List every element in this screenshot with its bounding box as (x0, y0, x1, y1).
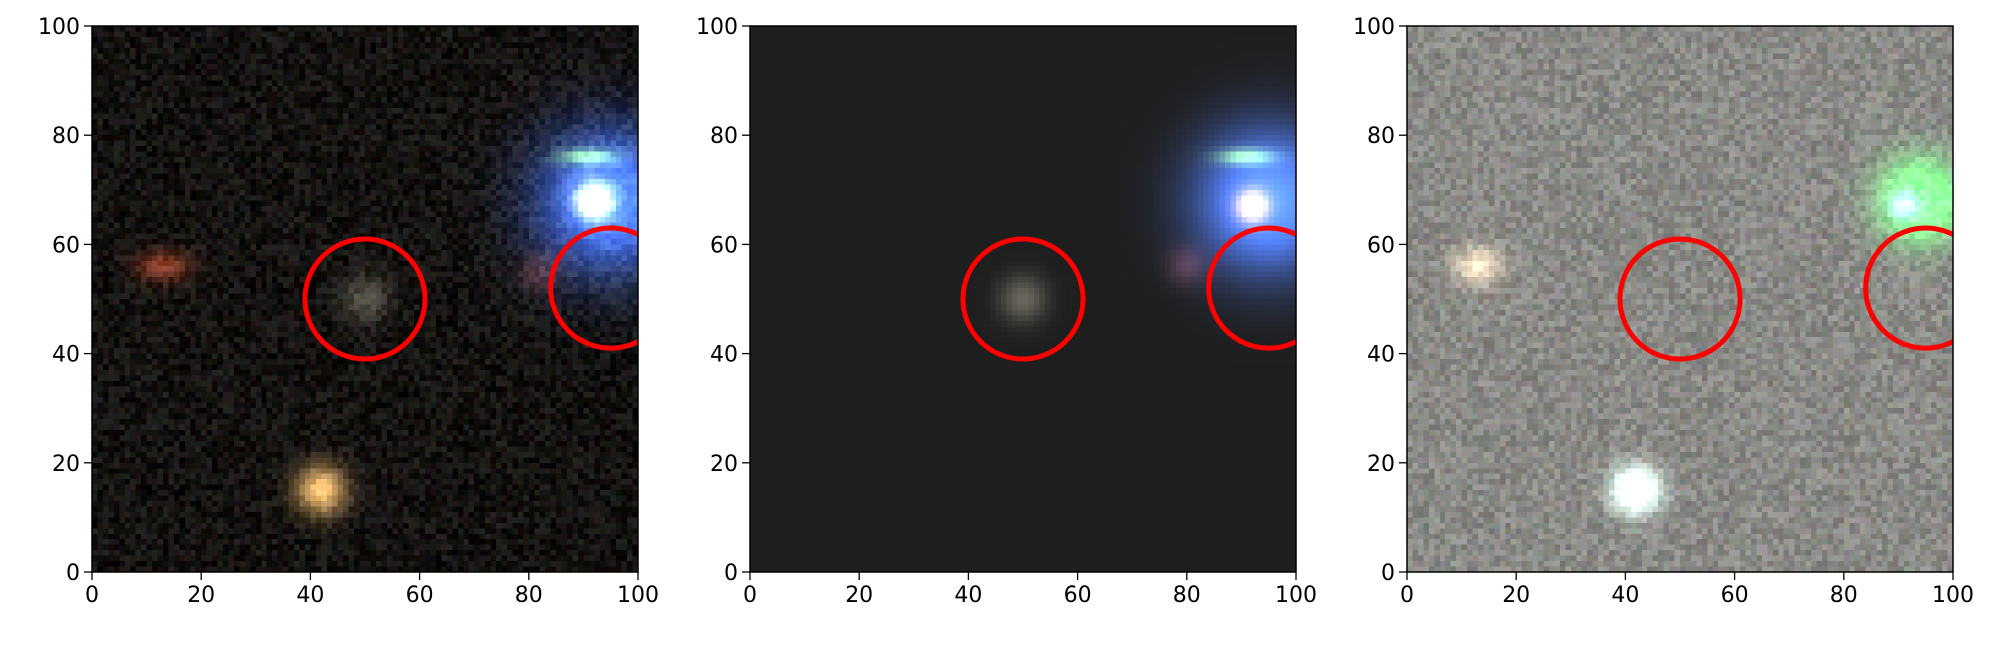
panel-residual: 0 20 40 60 80 100 0 20 40 60 80 100 (1353, 15, 1974, 608)
y-tick-label: 40 (710, 343, 738, 368)
y-tick-label: 40 (1367, 343, 1395, 368)
panel-model-image (750, 26, 1296, 572)
panel-image: 0 20 40 60 80 100 0 20 40 60 80 100 (38, 15, 659, 608)
y-tick-label: 20 (52, 452, 80, 477)
x-tick-label: 80 (1830, 583, 1858, 608)
x-tick-label: 60 (1721, 583, 1749, 608)
aperture-circle-2 (1206, 225, 1296, 351)
x-tick-label: 80 (515, 583, 543, 608)
y-tick-label: 0 (1381, 561, 1395, 586)
y-tick-label: 60 (52, 233, 80, 258)
y-tick-label: 60 (710, 233, 738, 258)
aperture-circle-1 (1617, 236, 1743, 362)
x-tick-label: 20 (845, 583, 873, 608)
panel-image-image (92, 26, 638, 572)
y-tick-label: 0 (66, 561, 80, 586)
x-tick-label: 100 (1932, 583, 1974, 608)
x-tick-label: 20 (187, 583, 215, 608)
y-tick-label: 80 (710, 124, 738, 149)
x-tick-label: 100 (1275, 583, 1317, 608)
panel-residual-image (1407, 26, 1953, 572)
x-tick-label: 0 (85, 583, 99, 608)
y-tick-label: 100 (1353, 15, 1395, 40)
x-tick-label: 100 (617, 583, 659, 608)
aperture-circle-1 (960, 236, 1086, 362)
y-tick-label: 60 (1367, 233, 1395, 258)
x-tick-label: 60 (406, 583, 434, 608)
y-tick-label: 80 (52, 124, 80, 149)
x-tick-label: 0 (1400, 583, 1414, 608)
aperture-circle-2 (548, 225, 638, 351)
y-tick-label: 100 (696, 15, 738, 40)
aperture-circle-1 (302, 236, 428, 362)
x-tick-label: 40 (1611, 583, 1639, 608)
x-tick-label: 20 (1502, 583, 1530, 608)
x-tick-label: 40 (296, 583, 324, 608)
panel-model: 0 20 40 60 80 100 0 20 40 60 80 100 (696, 15, 1317, 608)
y-tick-label: 100 (38, 15, 80, 40)
y-tick-label: 80 (1367, 124, 1395, 149)
y-tick-label: 0 (724, 561, 738, 586)
y-tick-label: 20 (710, 452, 738, 477)
x-tick-label: 0 (743, 583, 757, 608)
axes-frame (91, 25, 639, 573)
x-tick-label: 60 (1064, 583, 1092, 608)
x-tick-label: 80 (1173, 583, 1201, 608)
axes-frame (1406, 25, 1954, 573)
x-tick-label: 40 (954, 583, 982, 608)
axes-frame (749, 25, 1297, 573)
y-tick-label: 40 (52, 343, 80, 368)
y-tick-label: 20 (1367, 452, 1395, 477)
aperture-circle-2 (1863, 225, 1953, 351)
